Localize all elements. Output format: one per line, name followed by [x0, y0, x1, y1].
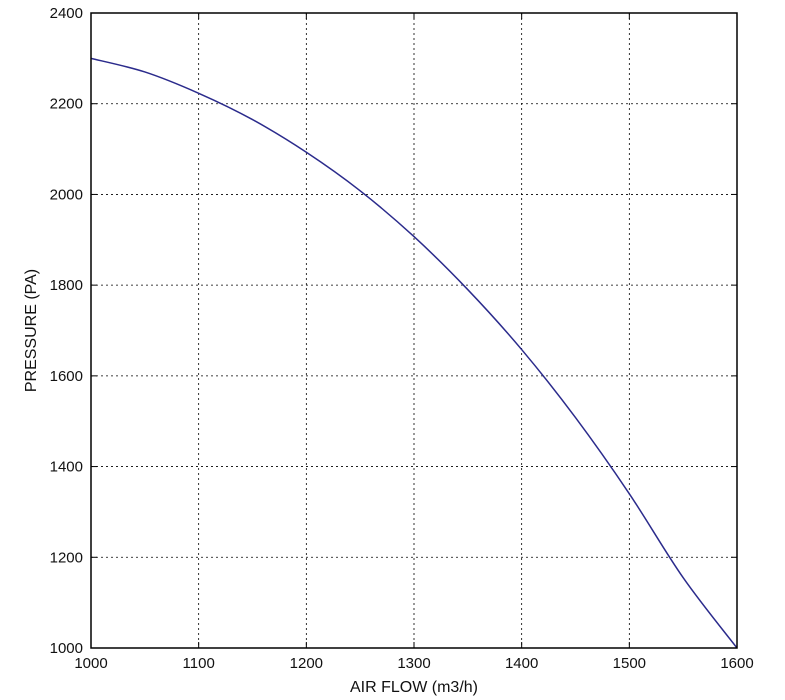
y-tick-label: 2000: [50, 186, 83, 203]
x-tick-label: 1100: [183, 655, 215, 672]
y-tick-label: 1600: [50, 368, 83, 385]
y-axis-title: PRESSURE (PA): [23, 269, 40, 392]
y-tick-label: 1200: [50, 549, 83, 566]
tick-labels: 1000 1100 1200 1300 1400 1500 1600 1000 1200 1400…: [50, 5, 754, 672]
x-tick-label: 1600: [720, 655, 753, 672]
y-tick-label: 1400: [50, 459, 83, 476]
x-tick-label: 1500: [613, 655, 646, 672]
x-tick-label: 1300: [397, 655, 430, 672]
series-layer: [90, 57, 738, 649]
tick-marks: [90, 12, 738, 649]
grid: [91, 13, 737, 648]
x-tick-label: 1200: [290, 655, 323, 672]
y-tick-label: 2400: [50, 5, 83, 22]
y-tick-label: 1800: [50, 277, 83, 294]
series-line: [90, 57, 738, 649]
x-axis-title: AIR FLOW (m3/h): [350, 679, 478, 696]
y-tick-label: 2200: [50, 96, 83, 113]
x-tick-label: 1400: [505, 655, 538, 672]
y-tick-label: 1000: [50, 640, 83, 657]
x-tick-label: 1000: [74, 655, 107, 672]
